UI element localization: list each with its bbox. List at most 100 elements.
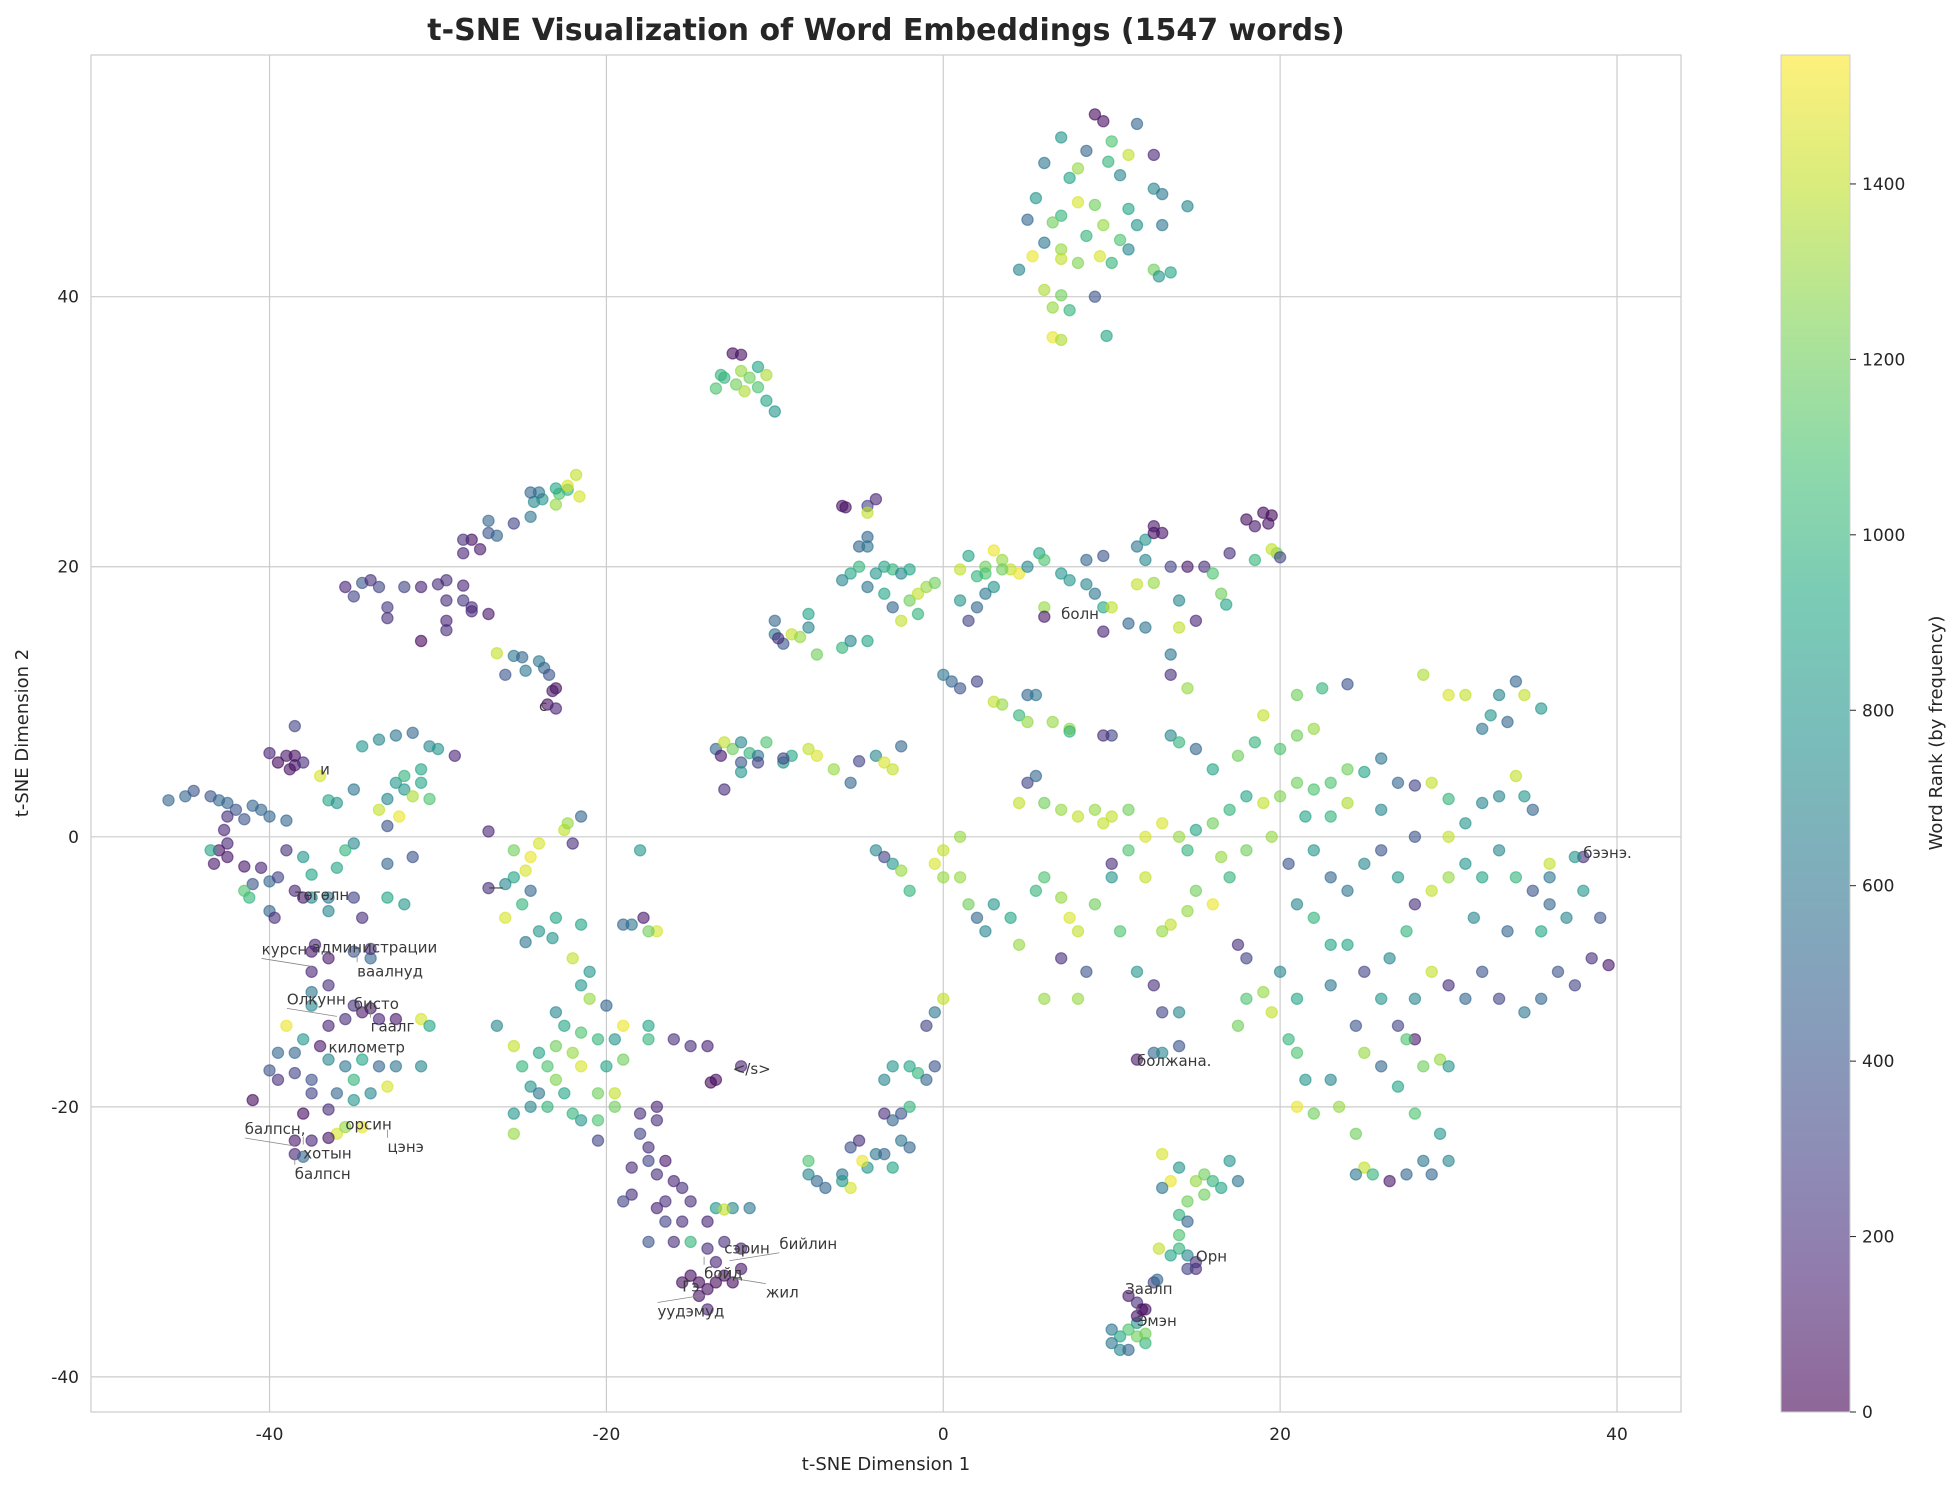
data-point xyxy=(878,1073,891,1087)
data-point xyxy=(1417,1154,1430,1168)
data-point xyxy=(1054,252,1068,266)
data-point xyxy=(1223,871,1236,884)
data-point xyxy=(1400,1033,1413,1046)
data-point xyxy=(810,749,824,763)
data-point xyxy=(254,803,268,817)
data-point xyxy=(886,1114,899,1127)
data-point xyxy=(1139,1327,1152,1340)
data-point xyxy=(1349,1019,1363,1033)
data-point xyxy=(1526,884,1540,898)
word-label: Олкунн xyxy=(287,990,346,1008)
data-point xyxy=(1400,925,1413,938)
data-point xyxy=(878,756,891,769)
data-point xyxy=(398,769,411,783)
data-point xyxy=(1408,992,1422,1006)
data-point xyxy=(1164,648,1177,661)
data-point xyxy=(1206,1174,1220,1188)
y-axis-label: t-SNE Dimension 2 xyxy=(12,649,33,817)
data-point xyxy=(1122,803,1135,817)
data-point xyxy=(836,641,849,655)
data-point xyxy=(1181,904,1194,918)
data-point xyxy=(280,814,293,827)
data-point xyxy=(701,1039,714,1053)
data-point xyxy=(953,830,967,844)
data-point xyxy=(1130,117,1144,131)
data-point xyxy=(1164,266,1177,279)
data-point xyxy=(1560,911,1573,925)
data-point xyxy=(987,580,1001,594)
data-point xyxy=(1097,549,1110,563)
data-point xyxy=(608,1100,622,1114)
data-point xyxy=(1181,1249,1194,1262)
data-point xyxy=(221,850,234,864)
data-point xyxy=(305,985,318,999)
data-point xyxy=(608,1087,622,1100)
data-point xyxy=(591,1134,605,1147)
data-point xyxy=(987,898,1001,911)
data-point xyxy=(574,1114,588,1127)
data-point xyxy=(263,1064,276,1077)
data-point xyxy=(1130,540,1144,553)
data-point xyxy=(1475,796,1489,810)
data-point xyxy=(1198,560,1211,573)
data-point xyxy=(507,1039,520,1053)
data-point xyxy=(524,884,537,898)
colorbar xyxy=(1781,55,1850,1412)
data-point xyxy=(1155,925,1169,938)
data-point xyxy=(1273,742,1287,756)
colorbar-ticks: 0 200 400 600 800 1000 1200 1400 xyxy=(1850,175,1905,1423)
data-point xyxy=(1105,601,1118,614)
data-point xyxy=(1021,776,1034,790)
data-point xyxy=(1391,776,1405,790)
data-point xyxy=(1214,1181,1228,1195)
data-point xyxy=(541,1060,554,1073)
data-point xyxy=(1113,168,1127,182)
data-point xyxy=(642,1141,655,1154)
data-point xyxy=(1046,216,1059,229)
data-point xyxy=(714,749,728,763)
data-point xyxy=(1374,844,1388,857)
data-point xyxy=(1442,979,1455,992)
data-point xyxy=(372,1060,386,1073)
data-point xyxy=(1307,911,1321,925)
data-point xyxy=(288,1066,301,1080)
data-point xyxy=(650,1168,664,1181)
data-point xyxy=(1341,763,1354,776)
data-point xyxy=(372,580,386,594)
data-point xyxy=(1155,1147,1169,1161)
data-point xyxy=(1046,301,1059,314)
data-point xyxy=(457,579,470,592)
data-point xyxy=(1492,688,1506,702)
data-point xyxy=(473,543,487,556)
data-point xyxy=(836,574,849,587)
data-point xyxy=(802,1154,815,1168)
data-point xyxy=(1265,1006,1278,1019)
data-point xyxy=(507,1127,520,1141)
data-point xyxy=(1139,1303,1152,1316)
data-point xyxy=(1122,202,1135,216)
x-tick-label: -40 xyxy=(256,1425,284,1445)
word-label: балпсн xyxy=(295,1165,351,1183)
data-point xyxy=(1290,1046,1304,1060)
data-point xyxy=(561,479,574,492)
annotations-layer: и төгөлн администрации ваалнуд курсн бисто гаа… xyxy=(245,605,1632,1330)
word-label: километр xyxy=(328,1038,404,1056)
data-point xyxy=(1080,144,1093,158)
data-point xyxy=(1088,587,1102,600)
data-point xyxy=(1433,1053,1447,1066)
data-point xyxy=(591,1033,605,1046)
data-point xyxy=(372,803,386,817)
data-point xyxy=(1012,709,1026,722)
data-point xyxy=(617,1019,630,1033)
data-point xyxy=(1265,830,1278,844)
data-point xyxy=(1231,749,1245,763)
data-point xyxy=(953,594,967,607)
data-point xyxy=(398,898,411,911)
data-point xyxy=(937,871,950,884)
data-point xyxy=(839,501,852,514)
data-point xyxy=(1223,1154,1236,1168)
data-point xyxy=(642,925,655,938)
data-point xyxy=(305,1073,318,1087)
data-point xyxy=(1026,250,1039,263)
data-point xyxy=(844,776,857,790)
